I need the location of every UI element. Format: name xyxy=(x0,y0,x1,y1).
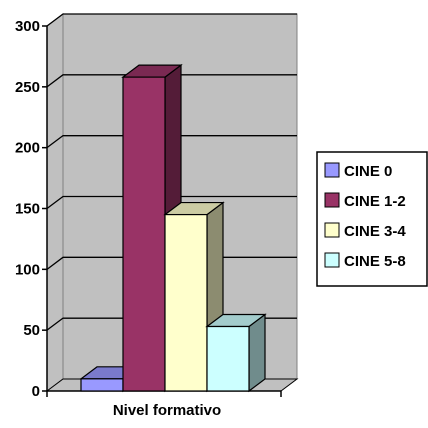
legend: CINE 0 CINE 1-2 CINE 3-4 CINE 5-8 xyxy=(316,151,428,287)
y-tick-label: 50 xyxy=(23,322,40,339)
axes: 0 50 100 150 200 250 300 xyxy=(15,18,282,400)
bar-cine-5-8 xyxy=(205,313,267,393)
bar-front xyxy=(206,325,250,392)
y-tick-label: 150 xyxy=(15,201,40,218)
legend-swatch xyxy=(324,192,340,208)
legend-label: CINE 3-4 xyxy=(344,223,406,240)
bar-side xyxy=(248,313,266,393)
y-tick-label: 300 xyxy=(15,18,40,35)
legend-label: CINE 0 xyxy=(344,163,392,180)
y-tick-label: 250 xyxy=(15,79,40,96)
y-tick-label: 0 xyxy=(32,383,40,400)
gridlines xyxy=(46,13,297,331)
gridline xyxy=(46,135,297,149)
bar-front xyxy=(164,213,208,392)
axis-labels: Nivel formativo xyxy=(113,402,221,419)
legend-swatch xyxy=(324,252,340,268)
legend-swatch xyxy=(324,162,340,178)
legend-label: CINE 5-8 xyxy=(344,253,406,270)
gridline xyxy=(46,74,297,88)
y-tick-label: 100 xyxy=(15,261,40,278)
bar-front xyxy=(80,378,124,392)
legend-swatch xyxy=(324,222,340,238)
gridline xyxy=(46,195,297,210)
bar-front xyxy=(122,76,166,392)
gridline xyxy=(46,13,297,27)
y-tick-label: 200 xyxy=(15,140,40,157)
x-axis-label: Nivel formativo xyxy=(113,402,221,419)
bars xyxy=(79,63,267,393)
legend-label: CINE 1-2 xyxy=(344,193,406,210)
